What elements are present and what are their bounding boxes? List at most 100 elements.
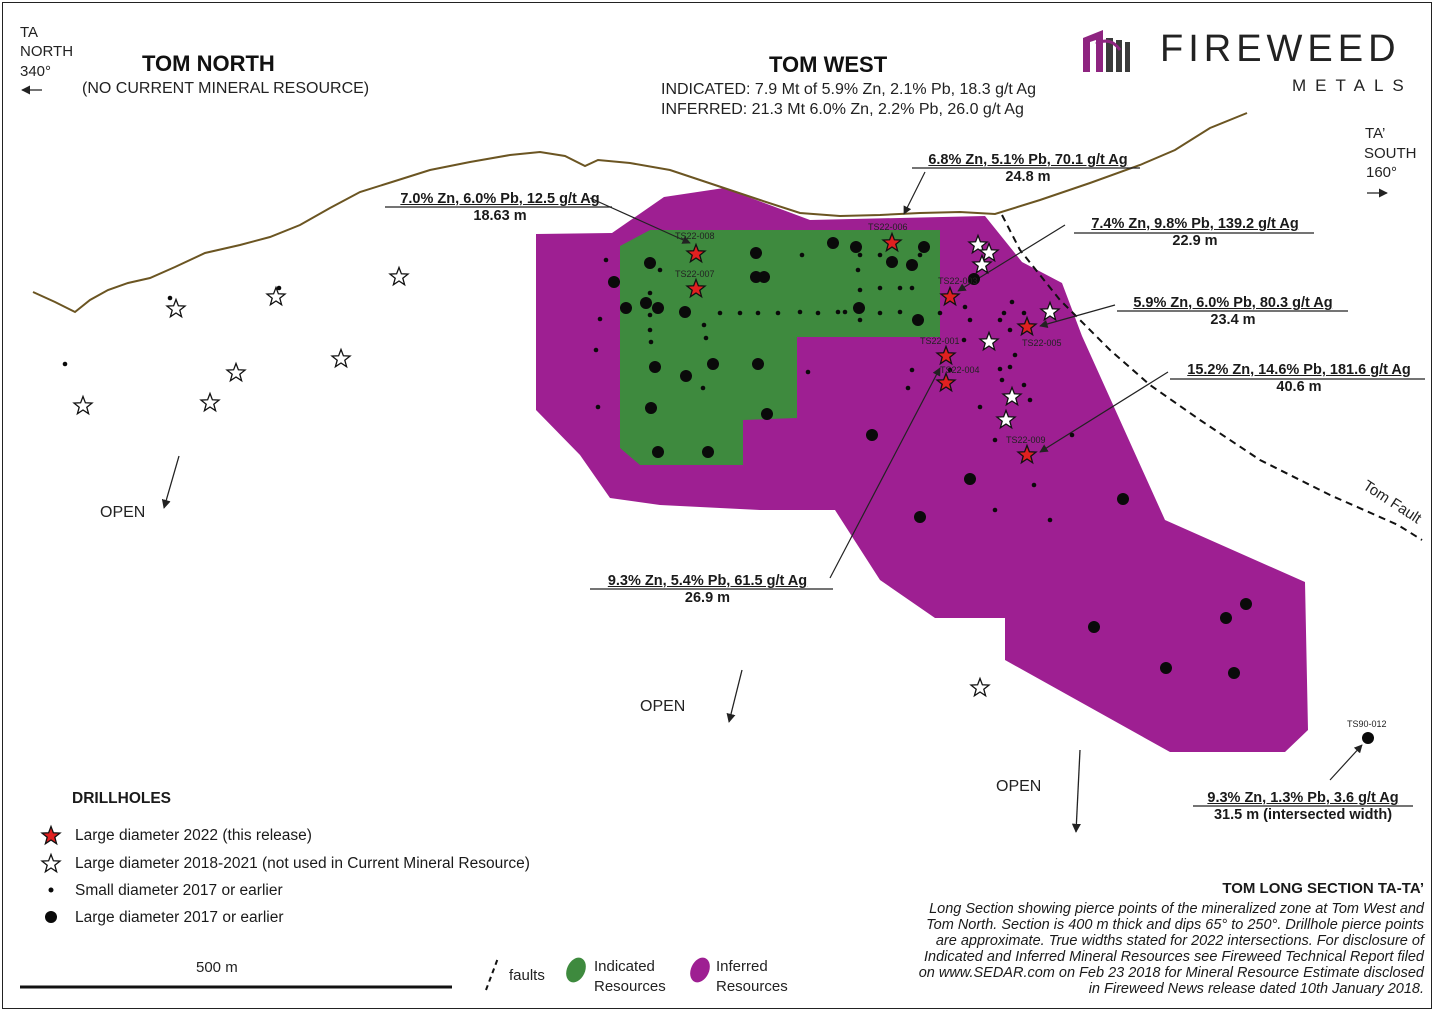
small-drillhole-marker <box>805 369 811 375</box>
small-drillhole-marker <box>595 404 601 410</box>
large-drillhole-marker <box>1088 621 1100 633</box>
large-drillhole-marker <box>620 302 632 314</box>
red-star-marker <box>1016 315 1038 337</box>
tom-fault-line <box>1001 214 1423 541</box>
large-diameter-drillholes <box>608 237 1374 744</box>
small-drillhole-marker <box>1001 310 1007 316</box>
tom-west-indicated: INDICATED: 7.9 Mt of 5.9% Zn, 2.1% Pb, 1… <box>661 81 1036 98</box>
hole-id-ts22-009: TS22-009 <box>1006 435 1046 445</box>
small-drillhole-marker <box>917 252 923 258</box>
large-drillhole-marker <box>912 314 924 326</box>
large-drillhole-marker <box>1220 612 1232 624</box>
small-drillhole-marker <box>1007 327 1013 333</box>
small-drillhole-marker <box>937 310 943 316</box>
small-drillhole-marker <box>657 267 663 273</box>
small-drillhole-marker <box>701 322 707 328</box>
legend-item-2018-2021: Large diameter 2018-2021 (not used in Cu… <box>75 855 530 872</box>
small-drillhole-marker <box>842 309 848 315</box>
large-drillhole-marker <box>850 241 862 253</box>
section-title: TOM LONG SECTION TA-TA’ <box>1222 880 1424 897</box>
section-note-line: are approximate. True widths stated for … <box>935 933 1424 949</box>
white-star-marker <box>1039 300 1061 322</box>
small-drillhole-marker <box>647 312 653 318</box>
intercept-grade: 6.8% Zn, 5.1% Pb, 70.1 g/t Ag <box>928 152 1128 168</box>
hole-id-ts22-005: TS22-005 <box>1022 338 1062 348</box>
hole-id-ts22-004: TS22-004 <box>940 365 980 375</box>
white-star-marker <box>72 394 94 416</box>
small-drillhole-marker <box>597 316 603 322</box>
small-drillhole-marker <box>167 295 173 301</box>
white-star-marker <box>165 297 187 319</box>
small-drillhole-marker <box>909 367 915 373</box>
small-drillhole-marker <box>997 366 1003 372</box>
small-drillhole-marker <box>877 252 883 258</box>
open-label: OPEN <box>996 778 1042 795</box>
small-drillhole-marker <box>997 317 1003 323</box>
section-note-line: on www.SEDAR.com on Feb 23 2018 for Mine… <box>918 965 1424 981</box>
small-drillhole-marker <box>1009 299 1015 305</box>
indicated-swatch <box>566 957 586 983</box>
small-drillhole-marker <box>647 290 653 296</box>
small-drillhole-marker <box>909 285 915 291</box>
large-drillhole-marker <box>758 271 770 283</box>
open-label: OPEN <box>100 504 146 521</box>
section-note: Long Section showing pierce points of th… <box>919 901 1424 997</box>
large-drillhole-marker <box>752 358 764 370</box>
large-drillhole-marker <box>1160 662 1172 674</box>
large-drillhole-marker <box>750 247 762 259</box>
white-star-marker <box>330 347 352 369</box>
inferred-swatch <box>690 957 710 983</box>
white-star-marker <box>225 361 247 383</box>
small-drillhole-marker <box>1031 482 1037 488</box>
large-drillhole-marker <box>761 408 773 420</box>
ta-prime-code: TA’ <box>1365 125 1386 142</box>
direction-arrows <box>21 85 1388 198</box>
large-drillhole-marker <box>914 511 926 523</box>
section-note-line: Indicated and Inferred Mineral Resources… <box>924 949 1424 965</box>
small-drillhole-marker <box>1012 352 1018 358</box>
open-label: OPEN <box>640 698 686 715</box>
logo-name: FIREWEED <box>1160 28 1401 70</box>
large-drillhole-marker <box>918 241 930 253</box>
large-drillhole-marker <box>1228 667 1240 679</box>
hole-id-ts22-008: TS22-008 <box>675 231 715 241</box>
small-drillhole-marker <box>737 310 743 316</box>
large-drillhole-marker <box>644 257 656 269</box>
intercept-width: 26.9 m <box>684 590 731 606</box>
legend-white-star-icon <box>40 852 62 874</box>
large-drillhole-marker <box>707 358 719 370</box>
intercept-grade: 9.3% Zn, 5.4% Pb, 61.5 g/t Ag <box>607 573 808 589</box>
intercept-grade: 7.0% Zn, 6.0% Pb, 12.5 g/t Ag <box>400 191 600 207</box>
large-drillhole-marker <box>827 237 839 249</box>
intercept-width: 40.6 m <box>1276 379 1322 395</box>
small-drillhole-marker <box>855 267 861 273</box>
intercept-callout: 5.9% Zn, 6.0% Pb, 80.3 g/t Ag 23.4 m <box>1116 295 1350 329</box>
large-drillhole-marker <box>645 402 657 414</box>
small-drillhole-marker <box>276 285 282 291</box>
large-drillhole-marker <box>1117 493 1129 505</box>
hole-id-labels: TS22-008 TS22-007 TS22-006 TS22-005 TS22… <box>675 222 1387 729</box>
small-drillhole-marker <box>999 377 1005 383</box>
intercept-callout: 6.8% Zn, 5.1% Pb, 70.1 g/t Ag 24.8 m <box>908 152 1148 186</box>
section-note-line: Tom North. Section is 400 m thick and di… <box>926 917 1424 933</box>
tom-west-inferred: INFERRED: 21.3 Mt 6.0% Zn, 2.2% Pb, 26.0… <box>661 101 1024 118</box>
large-drillhole-marker <box>968 273 980 285</box>
small-drillhole-marker <box>877 285 883 291</box>
small-drillhole-marker <box>962 304 968 310</box>
small-drillhole-marker <box>857 317 863 323</box>
small-drillhole-marker <box>877 310 883 316</box>
intercept-width: 23.4 m <box>1210 312 1256 328</box>
white-star-marker <box>969 676 991 698</box>
large-drillhole-marker <box>886 256 898 268</box>
small-drillhole-marker <box>755 310 761 316</box>
hole-id-ts22-007: TS22-007 <box>675 269 715 279</box>
large-drillhole-marker <box>608 276 620 288</box>
red-star-marker <box>1016 443 1038 465</box>
hole-id-ts22-003: TS22-003 <box>938 276 978 286</box>
ta-bearing: 340° <box>20 63 52 80</box>
small-drillhole-marker <box>961 337 967 343</box>
fault-swatch <box>485 957 499 991</box>
intercept-grade: 5.9% Zn, 6.0% Pb, 80.3 g/t Ag <box>1133 295 1333 311</box>
red-star-marker <box>935 344 957 366</box>
